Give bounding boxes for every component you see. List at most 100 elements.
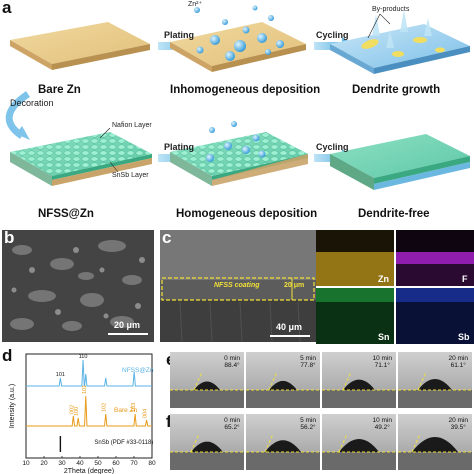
- zn-ion-label: Zn²⁺: [188, 1, 203, 8]
- panel-b-scale: 20 μm: [114, 320, 141, 330]
- panel-c-label: c: [162, 230, 172, 247]
- panel-d: d 101 110 NFSS@Zn 002 100 101 102 103 004 Bare Zn…: [0, 346, 160, 474]
- time-label: 5 min: [300, 417, 316, 424]
- time-label: 0 min: [224, 417, 240, 424]
- panel-b: b 20 μm: [2, 230, 154, 342]
- eds-map-sn: Sn: [316, 288, 394, 344]
- eds-sb-label: Sb: [458, 332, 470, 342]
- contact-angle-readout: 5 min 56.2°: [300, 417, 316, 431]
- x-tick-label: 10: [22, 460, 30, 467]
- time-label: 20 min: [448, 417, 468, 424]
- caption-nfss-zn: NFSS@Zn: [38, 208, 94, 220]
- droplet-image: [322, 371, 396, 408]
- eds-map-zn: Zn: [316, 230, 394, 286]
- xrd-peak-label: 101: [56, 372, 65, 378]
- homogeneous-plate: [170, 121, 308, 186]
- x-tick-label: 40: [76, 460, 84, 467]
- decoration-label: Decoration: [10, 98, 54, 108]
- contact-angle-readout: 20 min 61.1°: [448, 355, 468, 369]
- droplet-image: [398, 433, 472, 470]
- contact-angle-frame: 10 min 49.2°: [322, 414, 396, 470]
- x-tick-label: 60: [112, 460, 120, 467]
- angle-label: 56.2°: [300, 424, 316, 431]
- caption-homogeneous: Homogeneous deposition: [176, 208, 318, 220]
- angle-label: 49.2°: [374, 424, 390, 431]
- plating-label-1: Plating: [164, 30, 195, 40]
- contact-angle-frame: 20 min 61.1°: [398, 352, 472, 408]
- time-label: 10 min: [372, 355, 392, 362]
- snsb-layer-label: SnSb Layer: [112, 172, 149, 179]
- dendrite-plate: [330, 10, 470, 74]
- contact-angle-readout: 20 min 39.5°: [448, 417, 468, 431]
- x-tick-label: 80: [148, 460, 156, 467]
- xrd-series-line: [26, 395, 152, 427]
- sem-surface-image: [2, 230, 154, 342]
- contact-angle-readout: 10 min 49.2°: [372, 417, 392, 431]
- contact-angle-readout: 0 min 65.2°: [224, 417, 240, 431]
- xrd-peak-label: 102: [102, 403, 108, 412]
- droplet-image: [246, 433, 320, 470]
- contact-angle-readout: 0 min 88.4°: [224, 355, 240, 369]
- angle-label: 88.4°: [224, 362, 240, 369]
- nafion-layer-label: Nafion Layer: [112, 122, 152, 129]
- coating-label: NFSS coating: [214, 282, 260, 289]
- x-tick-label: 20: [40, 460, 48, 467]
- contact-angle-frame: 5 min 77.8°: [246, 352, 320, 408]
- xrd-legend-label: Bare Zn: [114, 407, 138, 414]
- time-label: 20 min: [448, 355, 468, 362]
- contact-angle-frame: 0 min 88.4°: [170, 352, 244, 408]
- panel-c: c NFSS coating 20 μm 40 μm: [160, 230, 316, 342]
- droplet-image: [322, 433, 396, 470]
- contact-angle-frame: 10 min 71.1°: [322, 352, 396, 408]
- cycling-label-1: Cycling: [316, 30, 349, 40]
- time-label: 10 min: [372, 417, 392, 424]
- x-tick-label: 70: [130, 460, 138, 467]
- by-products-label: By-products: [372, 6, 410, 13]
- panel-c-scale: 40 μm: [276, 322, 303, 332]
- caption-dendrite-growth: Dendrite growth: [352, 84, 441, 96]
- eds-map-sb: Sb: [396, 288, 474, 344]
- inhomogeneous-plate: [170, 1, 306, 72]
- plating-label-2: Plating: [164, 142, 195, 152]
- eds-f-label: F: [462, 274, 468, 284]
- angle-label: 71.1°: [374, 362, 390, 369]
- xrd-series-line: [26, 359, 152, 387]
- caption-bare-zn: Bare Zn: [38, 84, 81, 96]
- droplet-image: [246, 371, 320, 408]
- eds-zn-label: Zn: [378, 274, 389, 284]
- xrd-legend-label: SnSb (PDF #33-0118): [94, 440, 153, 446]
- x-tick-label: 30: [58, 460, 66, 467]
- droplet-image: [170, 433, 244, 470]
- x-tick-label: 50: [94, 460, 102, 467]
- panel-f: f 0 min 65.2° 5 min 56.2° 10 min 49.2°: [164, 412, 474, 474]
- xrd-peak-label: 002: [69, 405, 75, 414]
- cycling-label-2: Cycling: [316, 142, 349, 152]
- contact-angle-frame: 20 min 39.5°: [398, 414, 472, 470]
- dendrite-free-plate: [330, 134, 470, 190]
- panel-a-label: a: [2, 0, 12, 17]
- droplet-image: [398, 371, 472, 408]
- angle-label: 39.5°: [450, 424, 466, 431]
- contact-angle-readout: 5 min 77.8°: [300, 355, 316, 369]
- xrd-legend-label: NFSS@Zn: [122, 367, 154, 374]
- x-axis-label: 2Theta (degree): [64, 468, 114, 474]
- eds-map-f: F: [396, 230, 474, 286]
- panel-d-label: d: [2, 346, 13, 365]
- angle-label: 65.2°: [224, 424, 240, 431]
- panel-a-illustration: [5, 1, 470, 190]
- xrd-peak-label: 103: [131, 403, 137, 412]
- bare-zn-plate: [10, 22, 150, 70]
- panel-f-label: f: [166, 412, 172, 431]
- nfss-plate: [10, 127, 152, 186]
- caption-dendrite-free: Dendrite-free: [358, 208, 430, 220]
- sem-cross-section-image: [160, 230, 316, 342]
- contact-angle-readout: 10 min 71.1°: [372, 355, 392, 369]
- xrd-peak-label: 110: [79, 354, 88, 360]
- angle-label: 77.8°: [300, 362, 316, 369]
- time-label: 5 min: [300, 355, 316, 362]
- time-label: 0 min: [224, 355, 240, 362]
- eds-sn-label: Sn: [378, 332, 390, 342]
- contact-angle-frame: 0 min 65.2°: [170, 414, 244, 470]
- panel-b-label: b: [4, 230, 15, 247]
